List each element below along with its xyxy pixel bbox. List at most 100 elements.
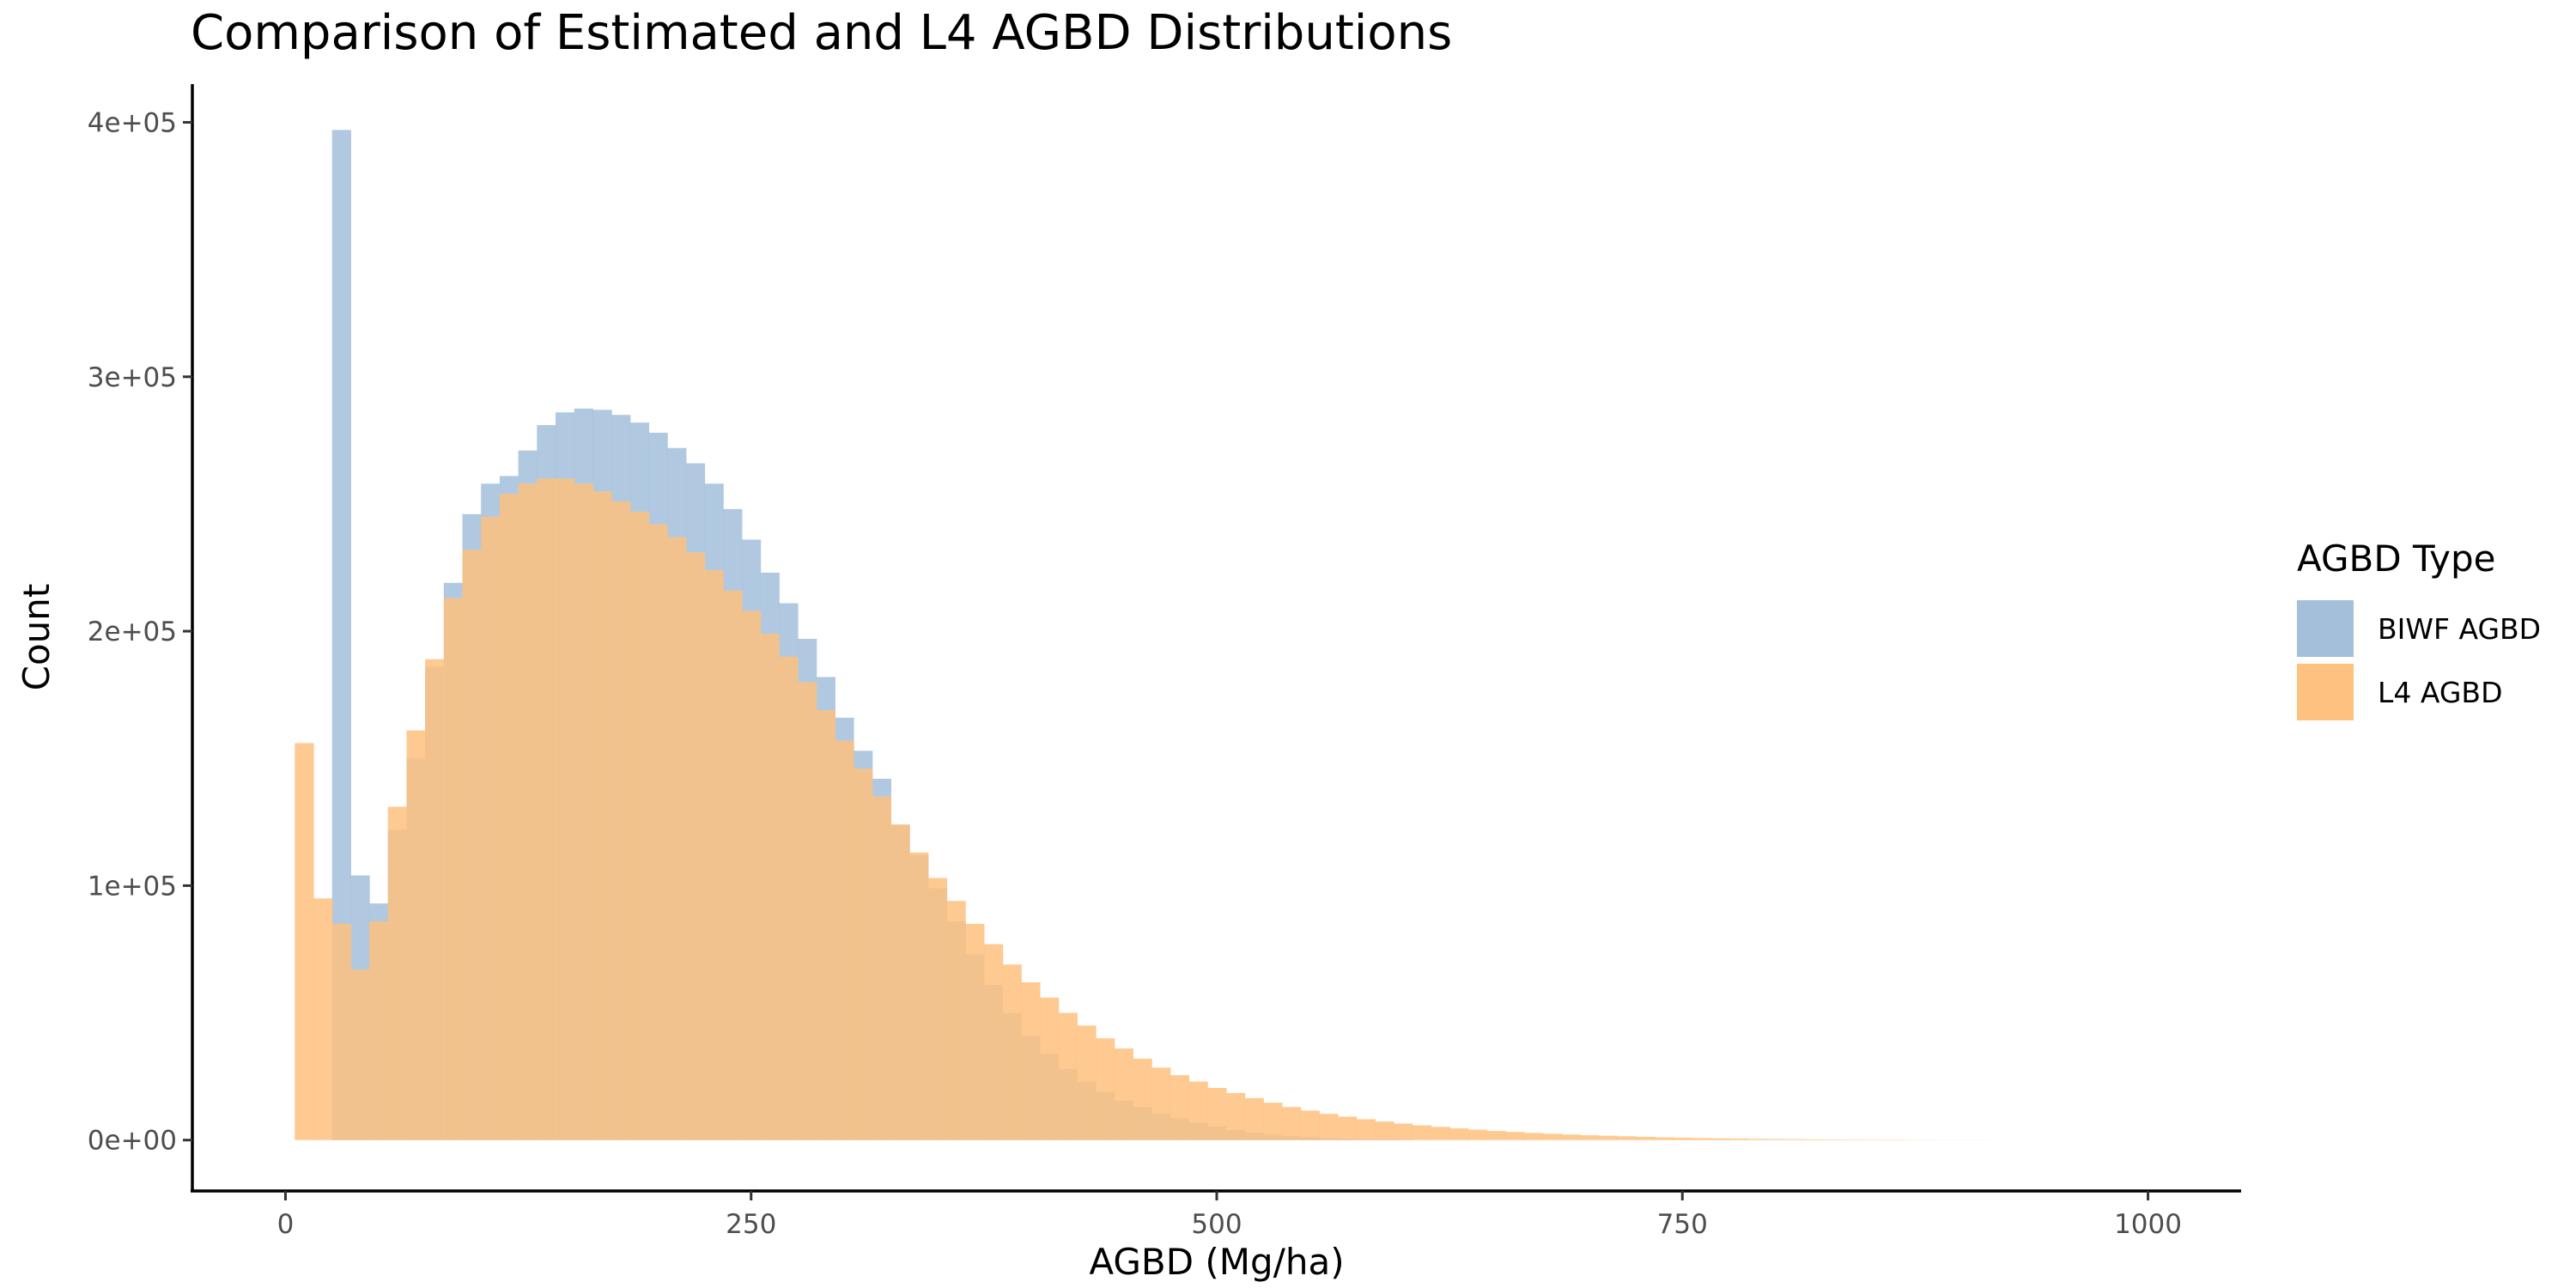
bar-l4-49 [1207, 1087, 1227, 1140]
legend-title: AGBD Type [2297, 538, 2496, 580]
bar-l4-17 [611, 501, 631, 1140]
bar-l4-70 [1598, 1135, 1618, 1140]
bar-l4-25 [760, 634, 780, 1140]
bar-l4-66 [1523, 1133, 1544, 1140]
bar-l4-2 [331, 923, 351, 1140]
bar-l4-67 [1542, 1133, 1562, 1140]
bar-l4-30 [854, 769, 873, 1140]
bar-l4-57 [1356, 1119, 1376, 1140]
bar-l4-10 [481, 516, 501, 1140]
bar-l4-14 [555, 478, 575, 1140]
bar-l4-32 [890, 824, 910, 1140]
bar-l4-63 [1467, 1129, 1488, 1140]
bar-l4-11 [499, 494, 519, 1140]
bar-l4-15 [574, 483, 593, 1140]
bars-layer [295, 130, 1990, 1140]
x-tick-label: 250 [726, 1209, 776, 1240]
y-axis-title: Count [15, 584, 58, 691]
bar-l4-1 [313, 898, 333, 1140]
x-tick-label: 750 [1657, 1209, 1708, 1240]
bar-l4-81 [1803, 1139, 1823, 1140]
bar-l4-58 [1375, 1121, 1394, 1140]
legend-label-l4: L4 AGBD [2378, 675, 2503, 709]
y-tick-label: 4e+05 [88, 107, 177, 138]
bar-l4-82 [1821, 1139, 1842, 1140]
bar-l4-55 [1319, 1114, 1339, 1140]
bar-l4-52 [1263, 1103, 1283, 1140]
x-tick-label: 1000 [2114, 1209, 2182, 1240]
x-tick-label: 500 [1191, 1209, 1242, 1240]
bar-l4-13 [537, 478, 556, 1140]
bar-l4-8 [443, 598, 464, 1140]
bar-l4-16 [592, 491, 612, 1140]
bar-l4-0 [295, 743, 314, 1140]
legend-item-l4: L4 AGBD [2297, 660, 2541, 724]
bar-l4-44 [1114, 1048, 1133, 1140]
legend-label-biwf: BIWF AGBD [2378, 611, 2542, 646]
bar-l4-33 [909, 852, 929, 1140]
y-tick-label: 1e+05 [88, 871, 177, 902]
bar-l4-29 [835, 740, 854, 1140]
bar-l4-36 [965, 923, 985, 1140]
bar-l4-45 [1133, 1058, 1152, 1140]
bar-l4-19 [648, 524, 668, 1140]
bar-l4-60 [1412, 1125, 1432, 1140]
bar-l4-23 [723, 590, 743, 1140]
bar-l4-71 [1617, 1136, 1637, 1140]
chart-title: Comparison of Estimated and L4 AGBD Dist… [191, 5, 1453, 61]
bar-l4-43 [1096, 1038, 1115, 1140]
bar-l4-38 [1002, 964, 1022, 1140]
bar-l4-56 [1337, 1116, 1358, 1140]
legend-item-biwf: BIWF AGBD [2297, 597, 2541, 660]
bar-l4-21 [685, 552, 706, 1140]
bar-l4-31 [872, 796, 892, 1140]
bar-l4-4 [369, 920, 389, 1140]
bar-l4-6 [406, 730, 426, 1140]
bar-l4-42 [1077, 1025, 1097, 1140]
bar-l4-69 [1579, 1135, 1600, 1140]
bar-l4-9 [462, 550, 482, 1140]
bar-l4-3 [350, 969, 370, 1140]
ticks-layer: 0e+00 1e+05 2e+05 3e+05 4e+05 0 250 500 750 1000 [88, 107, 2182, 1240]
bar-biwf-0 [331, 130, 351, 1140]
bar-l4-65 [1505, 1132, 1525, 1140]
bar-l4-74 [1673, 1137, 1692, 1140]
bar-l4-39 [1021, 982, 1041, 1140]
y-tick-label: 3e+05 [88, 362, 177, 393]
bar-l4-48 [1188, 1081, 1208, 1140]
y-tick-label: 0e+00 [88, 1126, 177, 1157]
bar-l4-73 [1654, 1137, 1674, 1140]
legend: AGBD Type BIWF AGBD L4 AGBD [2297, 538, 2541, 724]
bar-l4-5 [387, 806, 408, 1140]
bar-l4-20 [667, 537, 687, 1140]
legend-key-biwf [2297, 600, 2354, 657]
bar-l4-26 [779, 656, 799, 1140]
bar-l4-75 [1692, 1138, 1711, 1140]
bar-l4-35 [946, 901, 966, 1140]
legend-key-l4 [2297, 664, 2354, 720]
bar-l4-72 [1636, 1136, 1656, 1140]
bar-l4-18 [629, 511, 650, 1140]
bar-l4-24 [741, 611, 762, 1140]
bar-l4-37 [983, 944, 1004, 1140]
bar-l4-68 [1561, 1134, 1581, 1140]
bar-l4-50 [1225, 1092, 1246, 1140]
y-tick-label: 2e+05 [88, 617, 177, 647]
bar-l4-76 [1710, 1138, 1730, 1140]
bar-l4-64 [1486, 1131, 1506, 1140]
bar-l4-62 [1449, 1128, 1469, 1140]
bar-l4-80 [1784, 1139, 1804, 1140]
bar-l4-22 [704, 569, 724, 1140]
bar-l4-77 [1728, 1138, 1748, 1140]
x-axis-title: AGBD (Mg/ha) [1089, 1241, 1344, 1283]
x-tick-label: 0 [277, 1209, 295, 1240]
bar-l4-12 [518, 483, 538, 1140]
bar-l4-54 [1300, 1110, 1320, 1140]
bar-l4-47 [1170, 1075, 1190, 1140]
bar-l4-41 [1058, 1012, 1078, 1140]
bar-l4-59 [1394, 1123, 1413, 1140]
bar-l4-28 [816, 709, 835, 1140]
bar-l4-53 [1281, 1107, 1302, 1140]
bar-l4-46 [1151, 1067, 1171, 1140]
